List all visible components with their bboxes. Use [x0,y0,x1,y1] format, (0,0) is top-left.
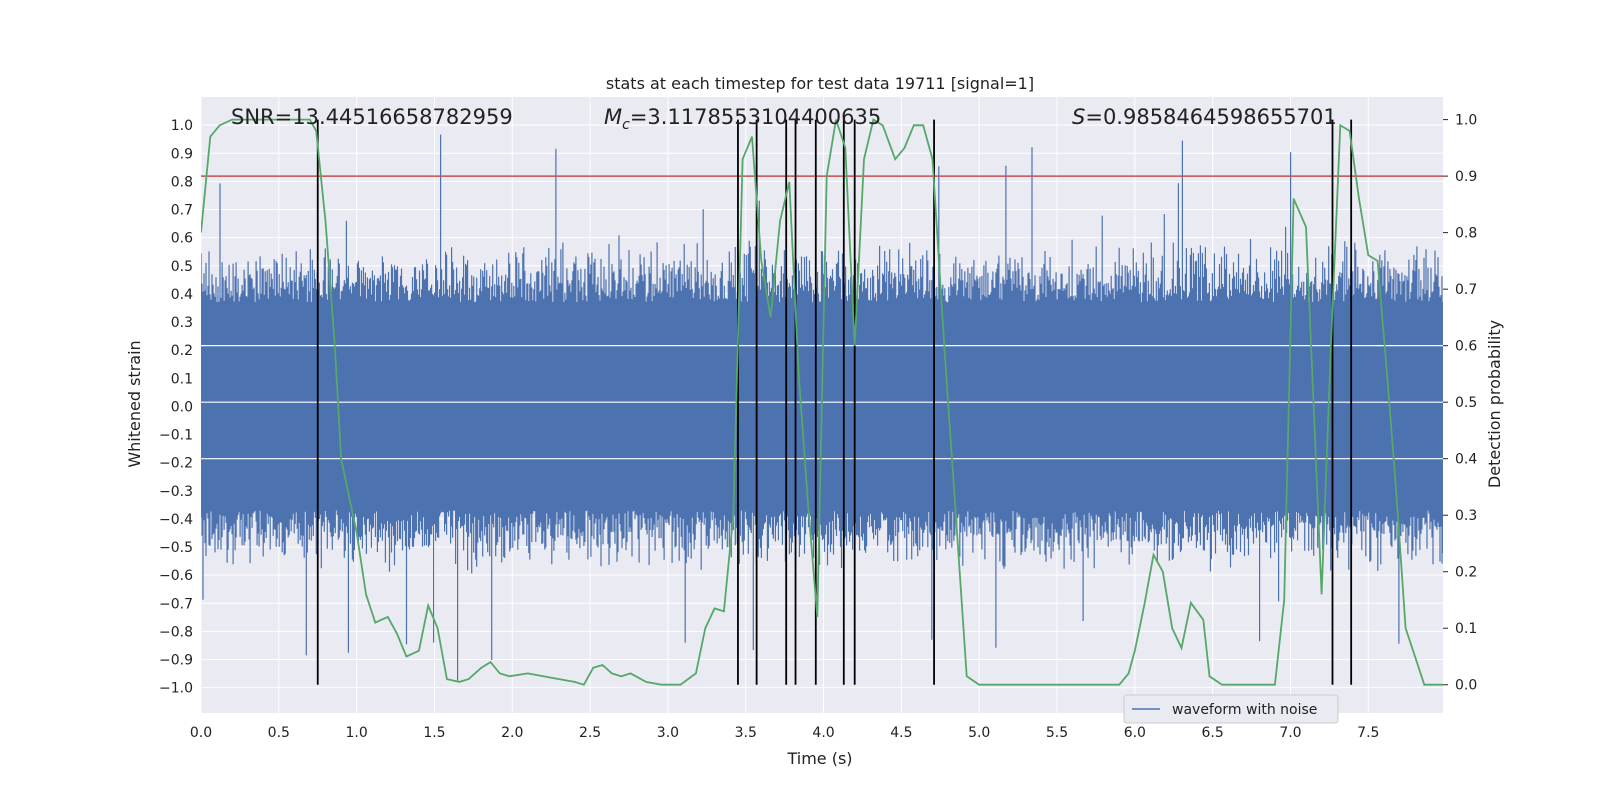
x-tick-label: 6.5 [1202,725,1224,741]
x-tick-label: 0.5 [268,725,290,741]
y2-tick-label: 0.0 [1455,678,1477,694]
y-tick-label: −0.1 [159,428,193,444]
s-symbol: S [1072,105,1085,129]
y-tick-label: −0.6 [159,568,193,584]
x-tick-label: 7.5 [1357,725,1379,741]
y-tick-label: −0.2 [159,456,193,472]
x-tick-label: 5.5 [1046,725,1068,741]
chirp-mass-annotation: Mc=3.1178553104400635 [604,105,881,133]
y-tick-label: 0.7 [171,203,193,219]
y2-tick-label: 0.8 [1455,226,1477,242]
y-tick-label: 0.0 [171,399,193,415]
y-tick-label: −0.5 [159,540,193,556]
y2-tick-label: 0.2 [1455,565,1477,581]
x-tick-label: 0.0 [190,725,212,741]
x-tick-label: 1.5 [423,725,445,741]
y2-tick-label: 0.5 [1455,395,1477,411]
mc-symbol: M [604,105,622,129]
x-tick-label: 2.0 [501,725,523,741]
legend-label: waveform with noise [1172,702,1317,718]
mc-value: =3.1178553104400635 [630,105,881,129]
y2-tick-label: 0.9 [1455,169,1477,185]
waveform-series [201,134,1443,682]
legend-box [1123,694,1339,724]
chart-title: stats at each timestep for test data 197… [606,74,1034,93]
mc-subscript: c [622,117,630,133]
y-tick-label: 0.2 [171,343,193,359]
y2-tick-label: 0.3 [1455,508,1477,524]
score-annotation: S=0.9858464598655701 [1072,105,1337,129]
y-tick-label: −0.4 [159,512,193,528]
x-tick-labels: 0.0 0.5 1.0 1.5 2.0 2.5 3.0 3.5 4.0 4.5 5.0 5.5 6.0 6… [190,725,1380,741]
x-tick-label: 7.0 [1279,725,1301,741]
x-tick-label: 2.5 [579,725,601,741]
y-tick-label: −1.0 [159,681,193,697]
snr-annotation: SNR=13.44516658782959 [231,105,513,129]
y-tick-label: 1.0 [171,118,193,134]
x-axis-label: Time (s) [786,749,852,768]
x-tick-label: 4.0 [812,725,834,741]
y2-tick-label: 0.4 [1455,452,1477,468]
x-tick-label: 6.0 [1124,725,1146,741]
legend: waveform with noise [1123,694,1339,724]
y-tick-labels: 1.0 0.9 0.8 0.7 0.6 0.5 0.4 0.3 0.2 0.1 0.0 −0.1 −0.… [159,118,193,697]
y-tick-label: 0.3 [171,315,193,331]
s-value: =0.9858464598655701 [1085,105,1336,129]
y-tick-label: 0.1 [171,371,193,387]
y-tick-label: 0.8 [171,174,193,190]
y2-tick-labels: 1.0 0.9 0.8 0.7 0.6 0.5 0.4 0.3 0.2 0.1 0.0 [1443,113,1477,694]
x-tick-label: 5.0 [968,725,990,741]
y-tick-label: 0.6 [171,231,193,247]
y2-axis-label: Detection probability [1485,320,1504,488]
y-tick-label: 0.5 [171,259,193,275]
y2-tick-label: 0.6 [1455,339,1477,355]
y-tick-label: −0.3 [159,484,193,500]
y-tick-label: −0.8 [159,624,193,640]
x-tick-label: 4.5 [890,725,912,741]
y2-tick-label: 0.1 [1455,621,1477,637]
y-tick-label: −0.7 [159,596,193,612]
x-tick-label: 3.0 [657,725,679,741]
y-axis-label: Whitened strain [125,340,144,467]
x-tick-label: 3.5 [735,725,757,741]
y2-tick-label: 1.0 [1455,113,1477,129]
y-tick-label: −0.9 [159,653,193,669]
x-tick-label: 1.0 [346,725,368,741]
y-tick-label: 0.9 [171,146,193,162]
y2-tick-label: 0.7 [1455,282,1477,298]
y-tick-label: 0.4 [171,287,193,303]
probability-series-line [201,118,1443,686]
